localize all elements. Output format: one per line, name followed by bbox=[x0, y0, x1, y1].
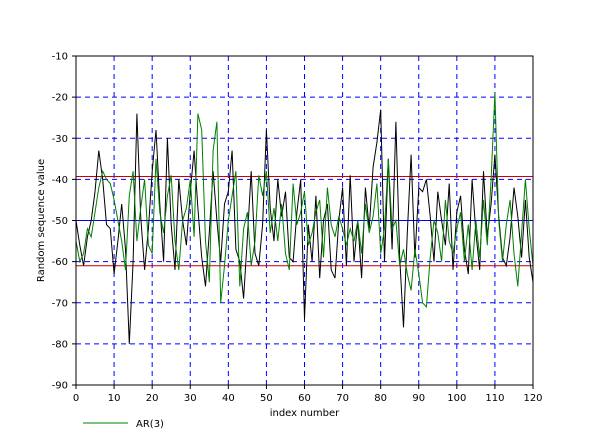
x-tick-label: 20 bbox=[146, 393, 159, 404]
x-tick-label: 60 bbox=[298, 393, 311, 404]
legend-label: AR(3) bbox=[136, 419, 164, 430]
series-layer bbox=[75, 92, 534, 344]
series-line-ar3 bbox=[75, 92, 534, 309]
y-tick-label: -30 bbox=[52, 134, 68, 145]
x-axis-title: index number bbox=[270, 408, 340, 419]
x-tick-label: 70 bbox=[336, 393, 349, 404]
y-tick-label: -40 bbox=[52, 175, 68, 186]
x-tick-label: 0 bbox=[73, 393, 79, 404]
y-axis-title: Random sequence value bbox=[36, 159, 47, 282]
x-tick-label: 120 bbox=[523, 393, 542, 404]
x-tick-label: 80 bbox=[374, 393, 387, 404]
y-tick-label: -80 bbox=[52, 339, 68, 350]
x-tick-label: 10 bbox=[108, 393, 121, 404]
y-tick-label: -60 bbox=[52, 257, 68, 268]
x-tick-label: 30 bbox=[184, 393, 197, 404]
x-tick-label: 40 bbox=[222, 393, 235, 404]
series-line-black bbox=[75, 109, 534, 344]
y-tick-label: -20 bbox=[52, 93, 68, 104]
axis-layer: 0 10 20 30 40 50 60 70 80 90 100 110 120 -90 -80 -70 -60… bbox=[52, 52, 543, 405]
y-tick-label: -50 bbox=[52, 216, 68, 227]
y-tick-label: -70 bbox=[52, 298, 68, 309]
y-tick-label: -10 bbox=[52, 52, 68, 63]
y-tick-label: -90 bbox=[52, 381, 68, 392]
x-tick-label: 90 bbox=[412, 393, 425, 404]
legend: AR(3) bbox=[83, 419, 164, 430]
x-tick-label: 100 bbox=[447, 393, 466, 404]
x-tick-label: 50 bbox=[260, 393, 273, 404]
x-tick-label: 110 bbox=[485, 393, 504, 404]
